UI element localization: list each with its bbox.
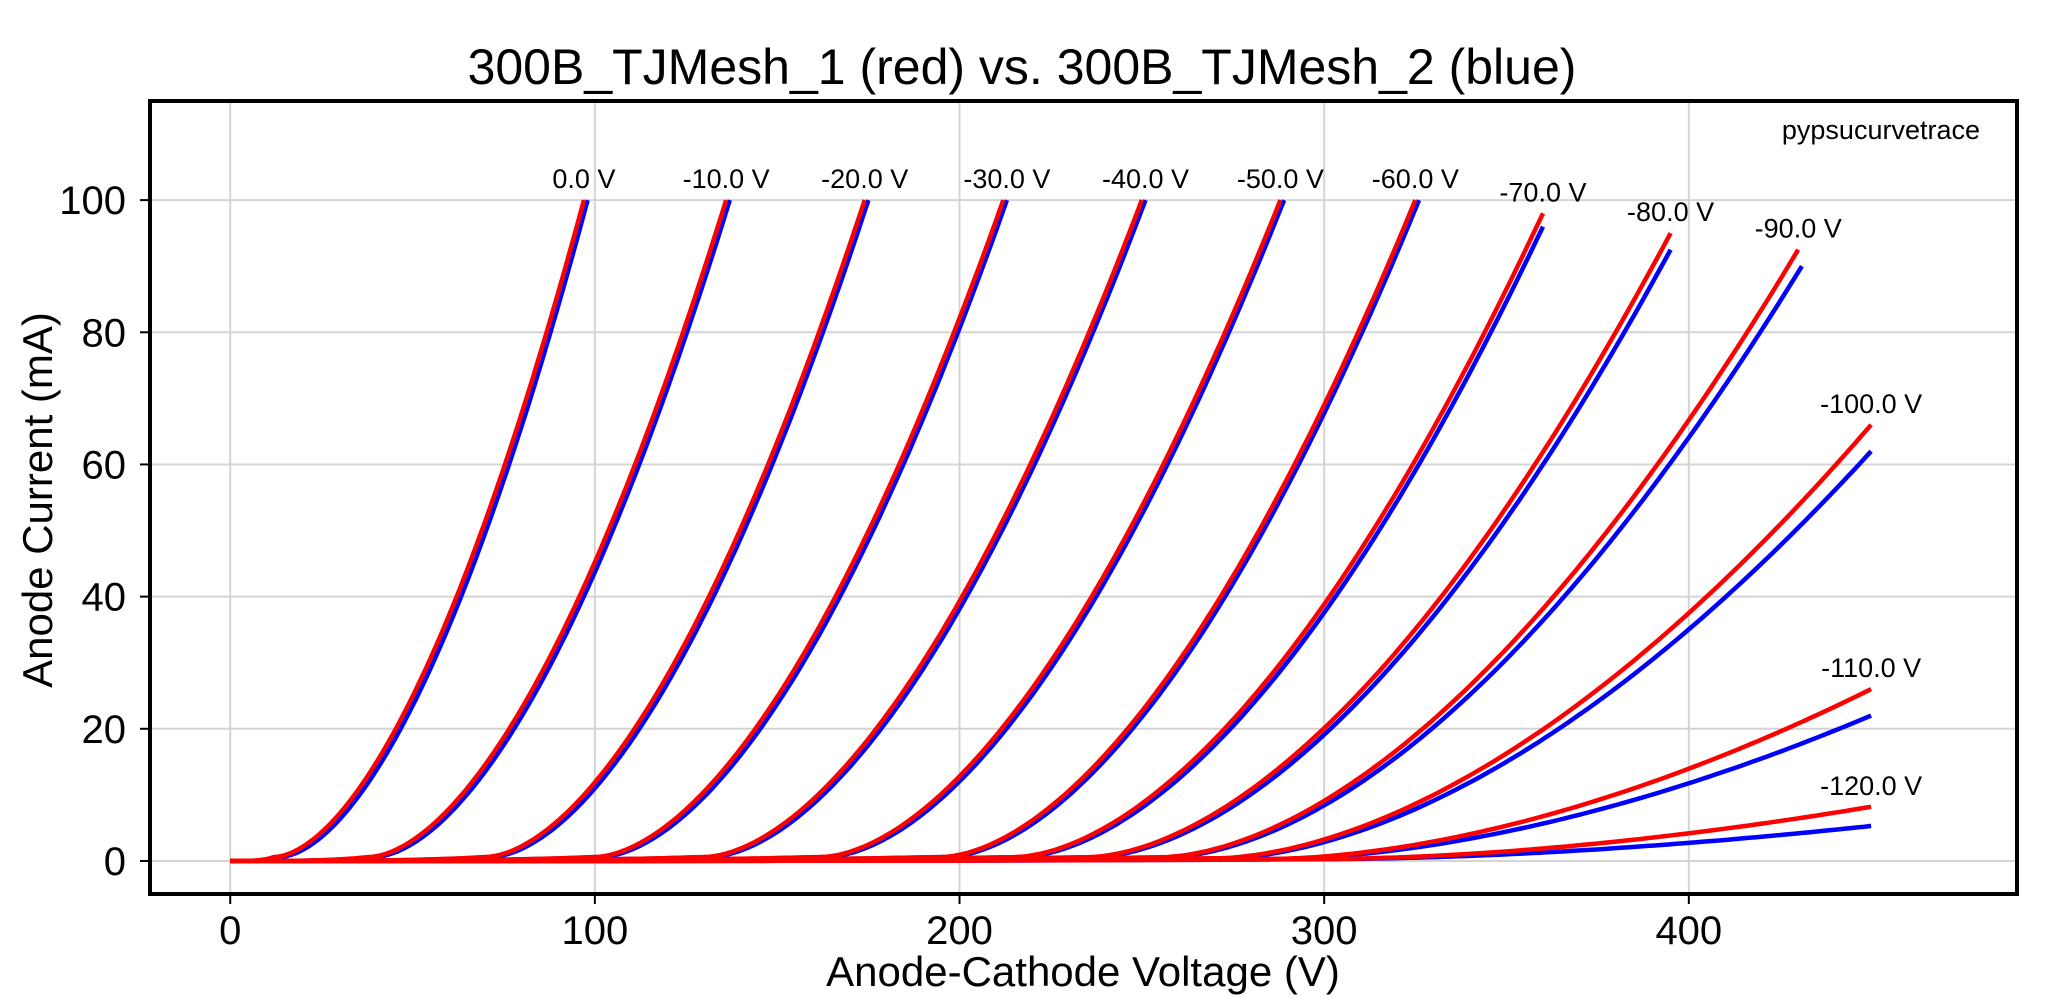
curve-label-7: -70.0 V bbox=[1499, 177, 1586, 207]
y-tick-label-100: 100 bbox=[59, 179, 126, 223]
curve-blue-10 bbox=[230, 449, 1873, 864]
x-tick-label-100: 100 bbox=[561, 909, 628, 953]
y-tick-label-60: 60 bbox=[82, 443, 127, 487]
y-tick-label-40: 40 bbox=[82, 576, 127, 620]
y-tick-label-20: 20 bbox=[82, 708, 127, 752]
curve-label-8: -80.0 V bbox=[1627, 197, 1714, 227]
plot-frame bbox=[148, 99, 2019, 896]
curve-label-10: -100.0 V bbox=[1820, 389, 1922, 419]
y-tick-label-0: 0 bbox=[104, 840, 126, 884]
curve-label-1: -10.0 V bbox=[683, 164, 770, 194]
curve-red-3 bbox=[230, 199, 1006, 864]
chart-title: 300B_TJMesh_1 (red) vs. 300B_TJMesh_2 (b… bbox=[468, 39, 1577, 95]
curve-red-5 bbox=[230, 199, 1283, 864]
curve-red-6 bbox=[230, 199, 1418, 864]
curve-label-6: -60.0 V bbox=[1372, 164, 1459, 194]
curve-label-11: -110.0 V bbox=[1821, 653, 1921, 683]
curve-label-3: -30.0 V bbox=[963, 164, 1050, 194]
curve-blue-7 bbox=[230, 225, 1546, 864]
curve-red-9 bbox=[230, 248, 1801, 864]
curve-red-10 bbox=[230, 423, 1873, 864]
curve-blue-9 bbox=[230, 265, 1804, 864]
curve-blue-2 bbox=[230, 199, 871, 864]
curve-labels: 0.0 V -10.0 V -20.0 V -30.0 V -40.0 V -50.0 V… bbox=[552, 164, 1922, 801]
curve-red-4 bbox=[230, 199, 1144, 864]
curve-label-2: -20.0 V bbox=[821, 164, 908, 194]
curve-red-8 bbox=[230, 232, 1673, 864]
curve-red-12 bbox=[230, 804, 1872, 864]
x-tick-label-0: 0 bbox=[219, 909, 241, 953]
curve-label-12: -120.0 V bbox=[1820, 771, 1922, 801]
curve-lines bbox=[230, 199, 1873, 864]
curve-red-1 bbox=[230, 199, 729, 864]
curve-label-4: -40.0 V bbox=[1102, 164, 1189, 194]
curve-label-0: 0.0 V bbox=[552, 164, 615, 194]
x-axis-label: Anode-Cathode Voltage (V) bbox=[826, 948, 1340, 995]
x-tick-label-200: 200 bbox=[926, 909, 993, 953]
x-tick-label-300: 300 bbox=[1291, 909, 1358, 953]
y-tick-label-80: 80 bbox=[82, 311, 127, 355]
curve-label-9: -90.0 V bbox=[1755, 214, 1842, 244]
curve-red-7 bbox=[230, 212, 1546, 864]
curve-label-5: -50.0 V bbox=[1237, 164, 1324, 194]
curve-red-0 bbox=[230, 199, 587, 864]
watermark-label: pypsucurvetrace bbox=[1782, 115, 1980, 145]
curve-blue-4 bbox=[230, 199, 1148, 864]
axis-ticks: 0 100 200 300 400 0 20 40 60 80 100 bbox=[59, 179, 1722, 953]
curve-red-2 bbox=[230, 199, 867, 864]
y-axis-label: Anode Current (mA) bbox=[14, 312, 61, 688]
x-tick-label-400: 400 bbox=[1655, 909, 1722, 953]
curve-blue-5 bbox=[230, 199, 1287, 864]
curve-blue-0 bbox=[230, 199, 590, 864]
